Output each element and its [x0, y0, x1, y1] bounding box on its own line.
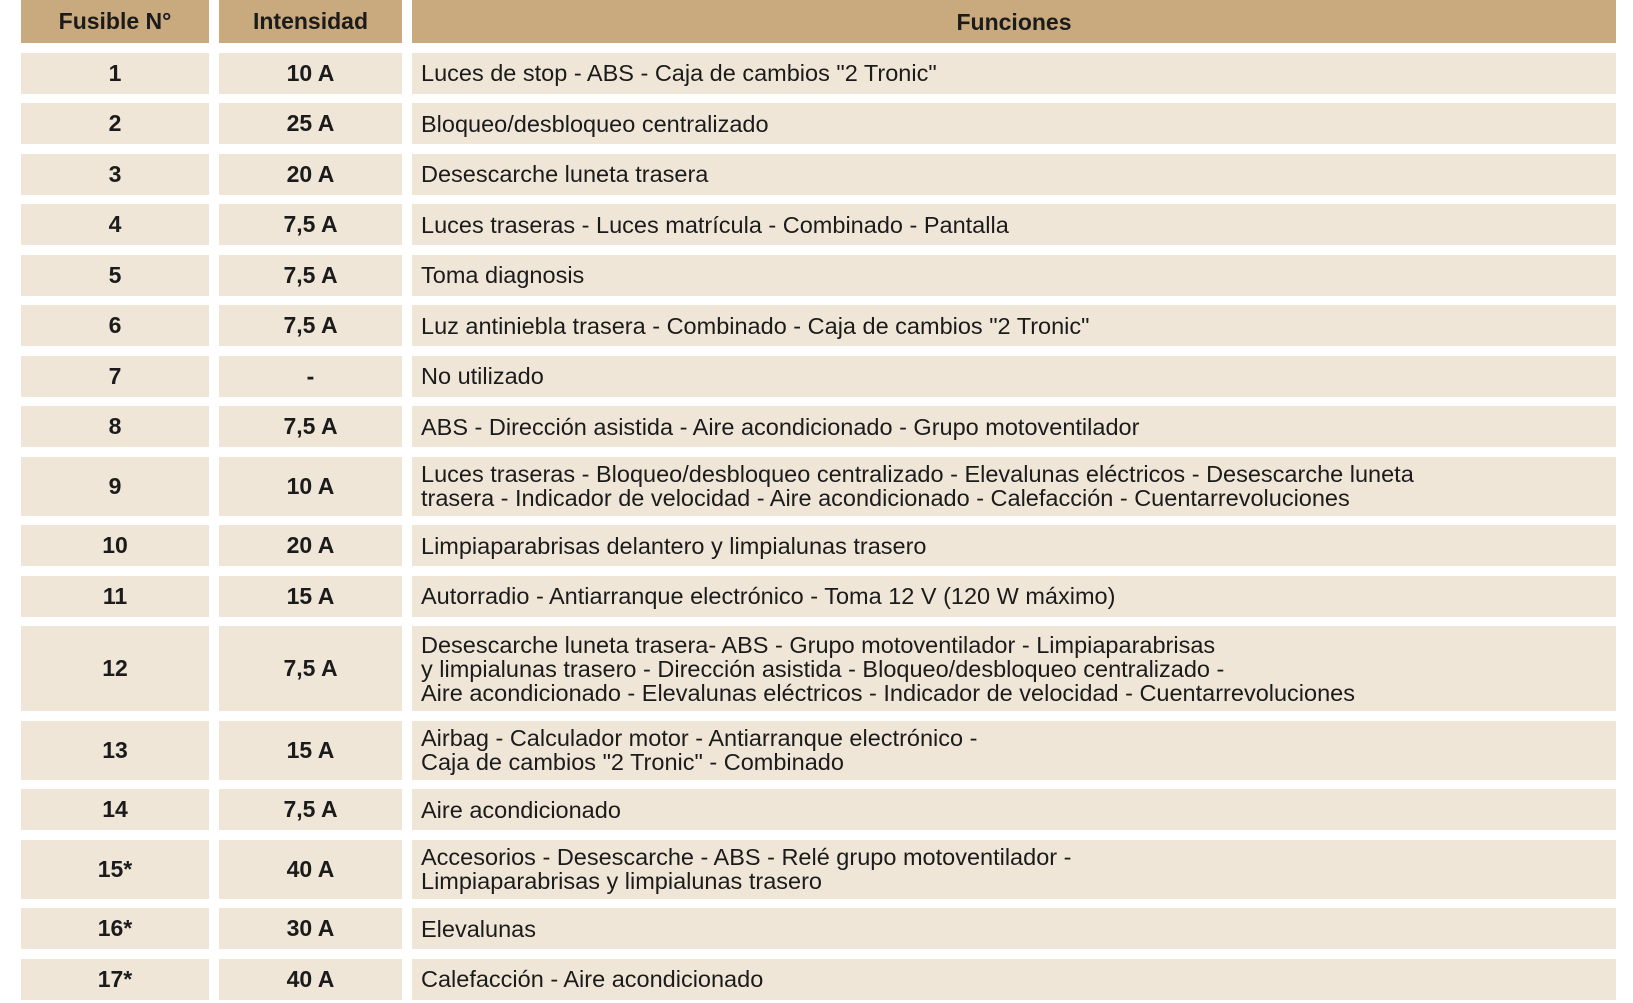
table-row: 9 10 A Luces traseras - Bloqueo/desbloqueo… — [21, 456, 1616, 516]
fuse-number-cell: 2 — [21, 103, 209, 144]
functions-cell: Luces traseras - Luces matrícula - Combi… — [412, 204, 1616, 245]
fuse-number-cell: 6 — [21, 305, 209, 346]
table-row: 16* 30 A Elevalunas — [21, 908, 1616, 949]
fuse-number-cell: 3 — [21, 153, 209, 195]
intensity-cell: - — [219, 355, 402, 397]
functions-cell: Luz antiniebla trasera - Combinado - Caj… — [412, 305, 1616, 346]
intensity-cell: 10 A — [219, 52, 402, 94]
fuse-number-cell: 11 — [21, 575, 209, 617]
intensity-cell: 15 A — [219, 720, 402, 780]
intensity-cell: 20 A — [219, 525, 402, 566]
table-row: 8 7,5 A ABS - Dirección asistida - Aire ac… — [21, 406, 1616, 447]
intensity-cell: 15 A — [219, 575, 402, 617]
fuse-number-cell: 8 — [21, 406, 209, 447]
functions-cell: Bloqueo/desbloqueo centralizado — [412, 103, 1616, 144]
table-row: 5 7,5 A Toma diagnosis — [21, 254, 1616, 296]
fuse-number-cell: 15* — [21, 839, 209, 899]
header-functions: Funciones — [412, 0, 1616, 43]
table-row: 15* 40 A Accesorios - Desescarche - ABS - … — [21, 839, 1616, 899]
header-intensity: Intensidad — [219, 0, 402, 43]
intensity-cell: 10 A — [219, 456, 402, 516]
functions-cell: Autorradio - Antiarranque electrónico - … — [412, 575, 1616, 617]
table-row: 14 7,5 A Aire acondicionado — [21, 789, 1616, 830]
functions-cell: Luces de stop - ABS - Caja de cambios "2… — [412, 52, 1616, 94]
fuse-table: Fusible N° Intensidad Funciones 1 10 A Luc… — [21, 0, 1616, 1000]
fuse-number-cell: 1 — [21, 52, 209, 94]
fuse-number-cell: 4 — [21, 204, 209, 245]
table-row: 6 7,5 A Luz antiniebla trasera - Combinado… — [21, 305, 1616, 346]
table-row: 4 7,5 A Luces traseras - Luces matrícula -… — [21, 204, 1616, 245]
intensity-cell: 7,5 A — [219, 626, 402, 711]
fuse-number-cell: 12 — [21, 626, 209, 711]
intensity-cell: 7,5 A — [219, 204, 402, 245]
table-row: 11 15 A Autorradio - Antiarranque electrón… — [21, 575, 1616, 617]
fuse-number-cell: 13 — [21, 720, 209, 780]
functions-cell: Toma diagnosis — [412, 254, 1616, 296]
intensity-cell: 7,5 A — [219, 406, 402, 447]
intensity-cell: 7,5 A — [219, 789, 402, 830]
functions-cell: Desescarche luneta trasera — [412, 153, 1616, 195]
intensity-cell: 40 A — [219, 839, 402, 899]
functions-cell: Desescarche luneta trasera- ABS - Grupo … — [412, 626, 1616, 711]
intensity-cell: 40 A — [219, 958, 402, 1000]
fuse-number-cell: 16* — [21, 908, 209, 949]
header-fuse-number: Fusible N° — [21, 0, 209, 43]
table-row: 3 20 A Desescarche luneta trasera — [21, 153, 1616, 195]
functions-cell: Luces traseras - Bloqueo/desbloqueo cent… — [412, 456, 1616, 516]
table-row: 7- No utilizado — [21, 355, 1616, 397]
table-header: Fusible N° Intensidad Funciones — [21, 0, 1616, 43]
intensity-cell: 7,5 A — [219, 254, 402, 296]
functions-cell: No utilizado — [412, 355, 1616, 397]
functions-cell: ABS - Dirección asistida - Aire acondici… — [412, 406, 1616, 447]
functions-cell: Aire acondicionado — [412, 789, 1616, 830]
functions-cell: Elevalunas — [412, 908, 1616, 949]
table-row: 13 15 A Airbag - Calculador motor - Antiar… — [21, 720, 1616, 780]
functions-cell: Calefacción - Aire acondicionado — [412, 958, 1616, 1000]
fuse-number-cell: 14 — [21, 789, 209, 830]
fuse-number-cell: 9 — [21, 456, 209, 516]
fuse-number-cell: 10 — [21, 525, 209, 566]
functions-cell: Accesorios - Desescarche - ABS - Relé gr… — [412, 839, 1616, 899]
table-row: 10 20 A Limpiaparabrisas delantero y limpi… — [21, 525, 1616, 566]
table-row: 17* 40 A Calefacción - Aire acondicionado — [21, 958, 1616, 1000]
intensity-cell: 20 A — [219, 153, 402, 195]
table-row: 12 7,5 A Desescarche luneta trasera- ABS -… — [21, 626, 1616, 711]
intensity-cell: 7,5 A — [219, 305, 402, 346]
intensity-cell: 25 A — [219, 103, 402, 144]
functions-cell: Limpiaparabrisas delantero y limpialunas… — [412, 525, 1616, 566]
fuse-number-cell: 5 — [21, 254, 209, 296]
table-row: 1 10 A Luces de stop - ABS - Caja de cambi… — [21, 52, 1616, 94]
functions-cell: Airbag - Calculador motor - Antiarranque… — [412, 720, 1616, 780]
intensity-cell: 30 A — [219, 908, 402, 949]
table-row: 2 25 A Bloqueo/desbloqueo centralizado — [21, 103, 1616, 144]
fuse-number-cell: 7 — [21, 355, 209, 397]
fuse-number-cell: 17* — [21, 958, 209, 1000]
